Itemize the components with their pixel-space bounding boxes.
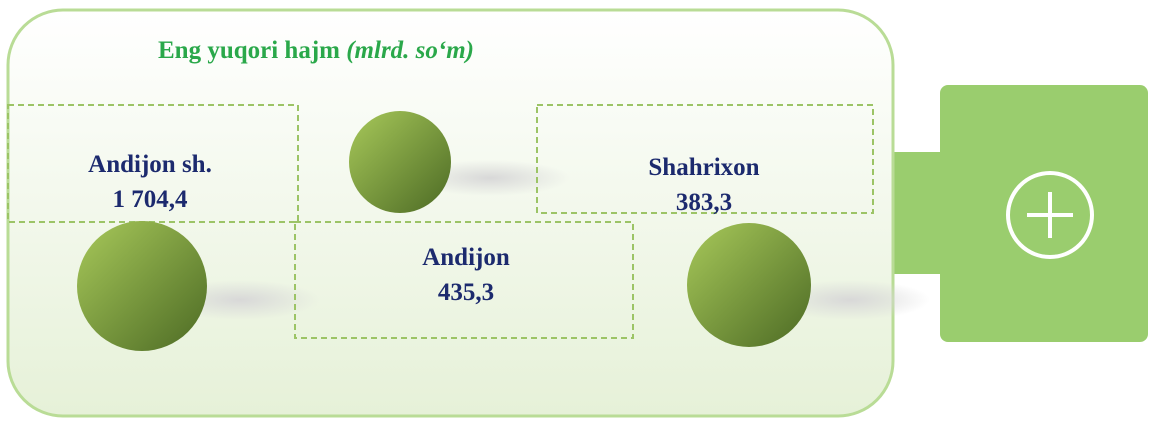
- plus-circle: [1006, 171, 1094, 259]
- item-box: [536, 104, 874, 214]
- item-box: [294, 221, 634, 339]
- title: Eng yuqori hajm (mlrd. so‘m): [158, 37, 474, 64]
- title-unit: (mlrd. so‘m): [346, 37, 474, 64]
- item-value: 1 704,4: [113, 186, 189, 213]
- ball: [349, 111, 451, 213]
- side-tab[interactable]: [880, 85, 1148, 342]
- item-name: Shahrixon: [648, 154, 759, 181]
- ball: [687, 223, 811, 347]
- plus-sign: [1027, 192, 1073, 238]
- item-name: Andijon sh.: [88, 151, 212, 178]
- panel: [6, 8, 895, 418]
- title-main: Eng yuqori hajm: [158, 37, 340, 64]
- item-value: 383,3: [676, 189, 732, 216]
- ball: [77, 221, 207, 351]
- item-value: 435,3: [438, 279, 494, 306]
- item-name: Andijon: [422, 244, 510, 271]
